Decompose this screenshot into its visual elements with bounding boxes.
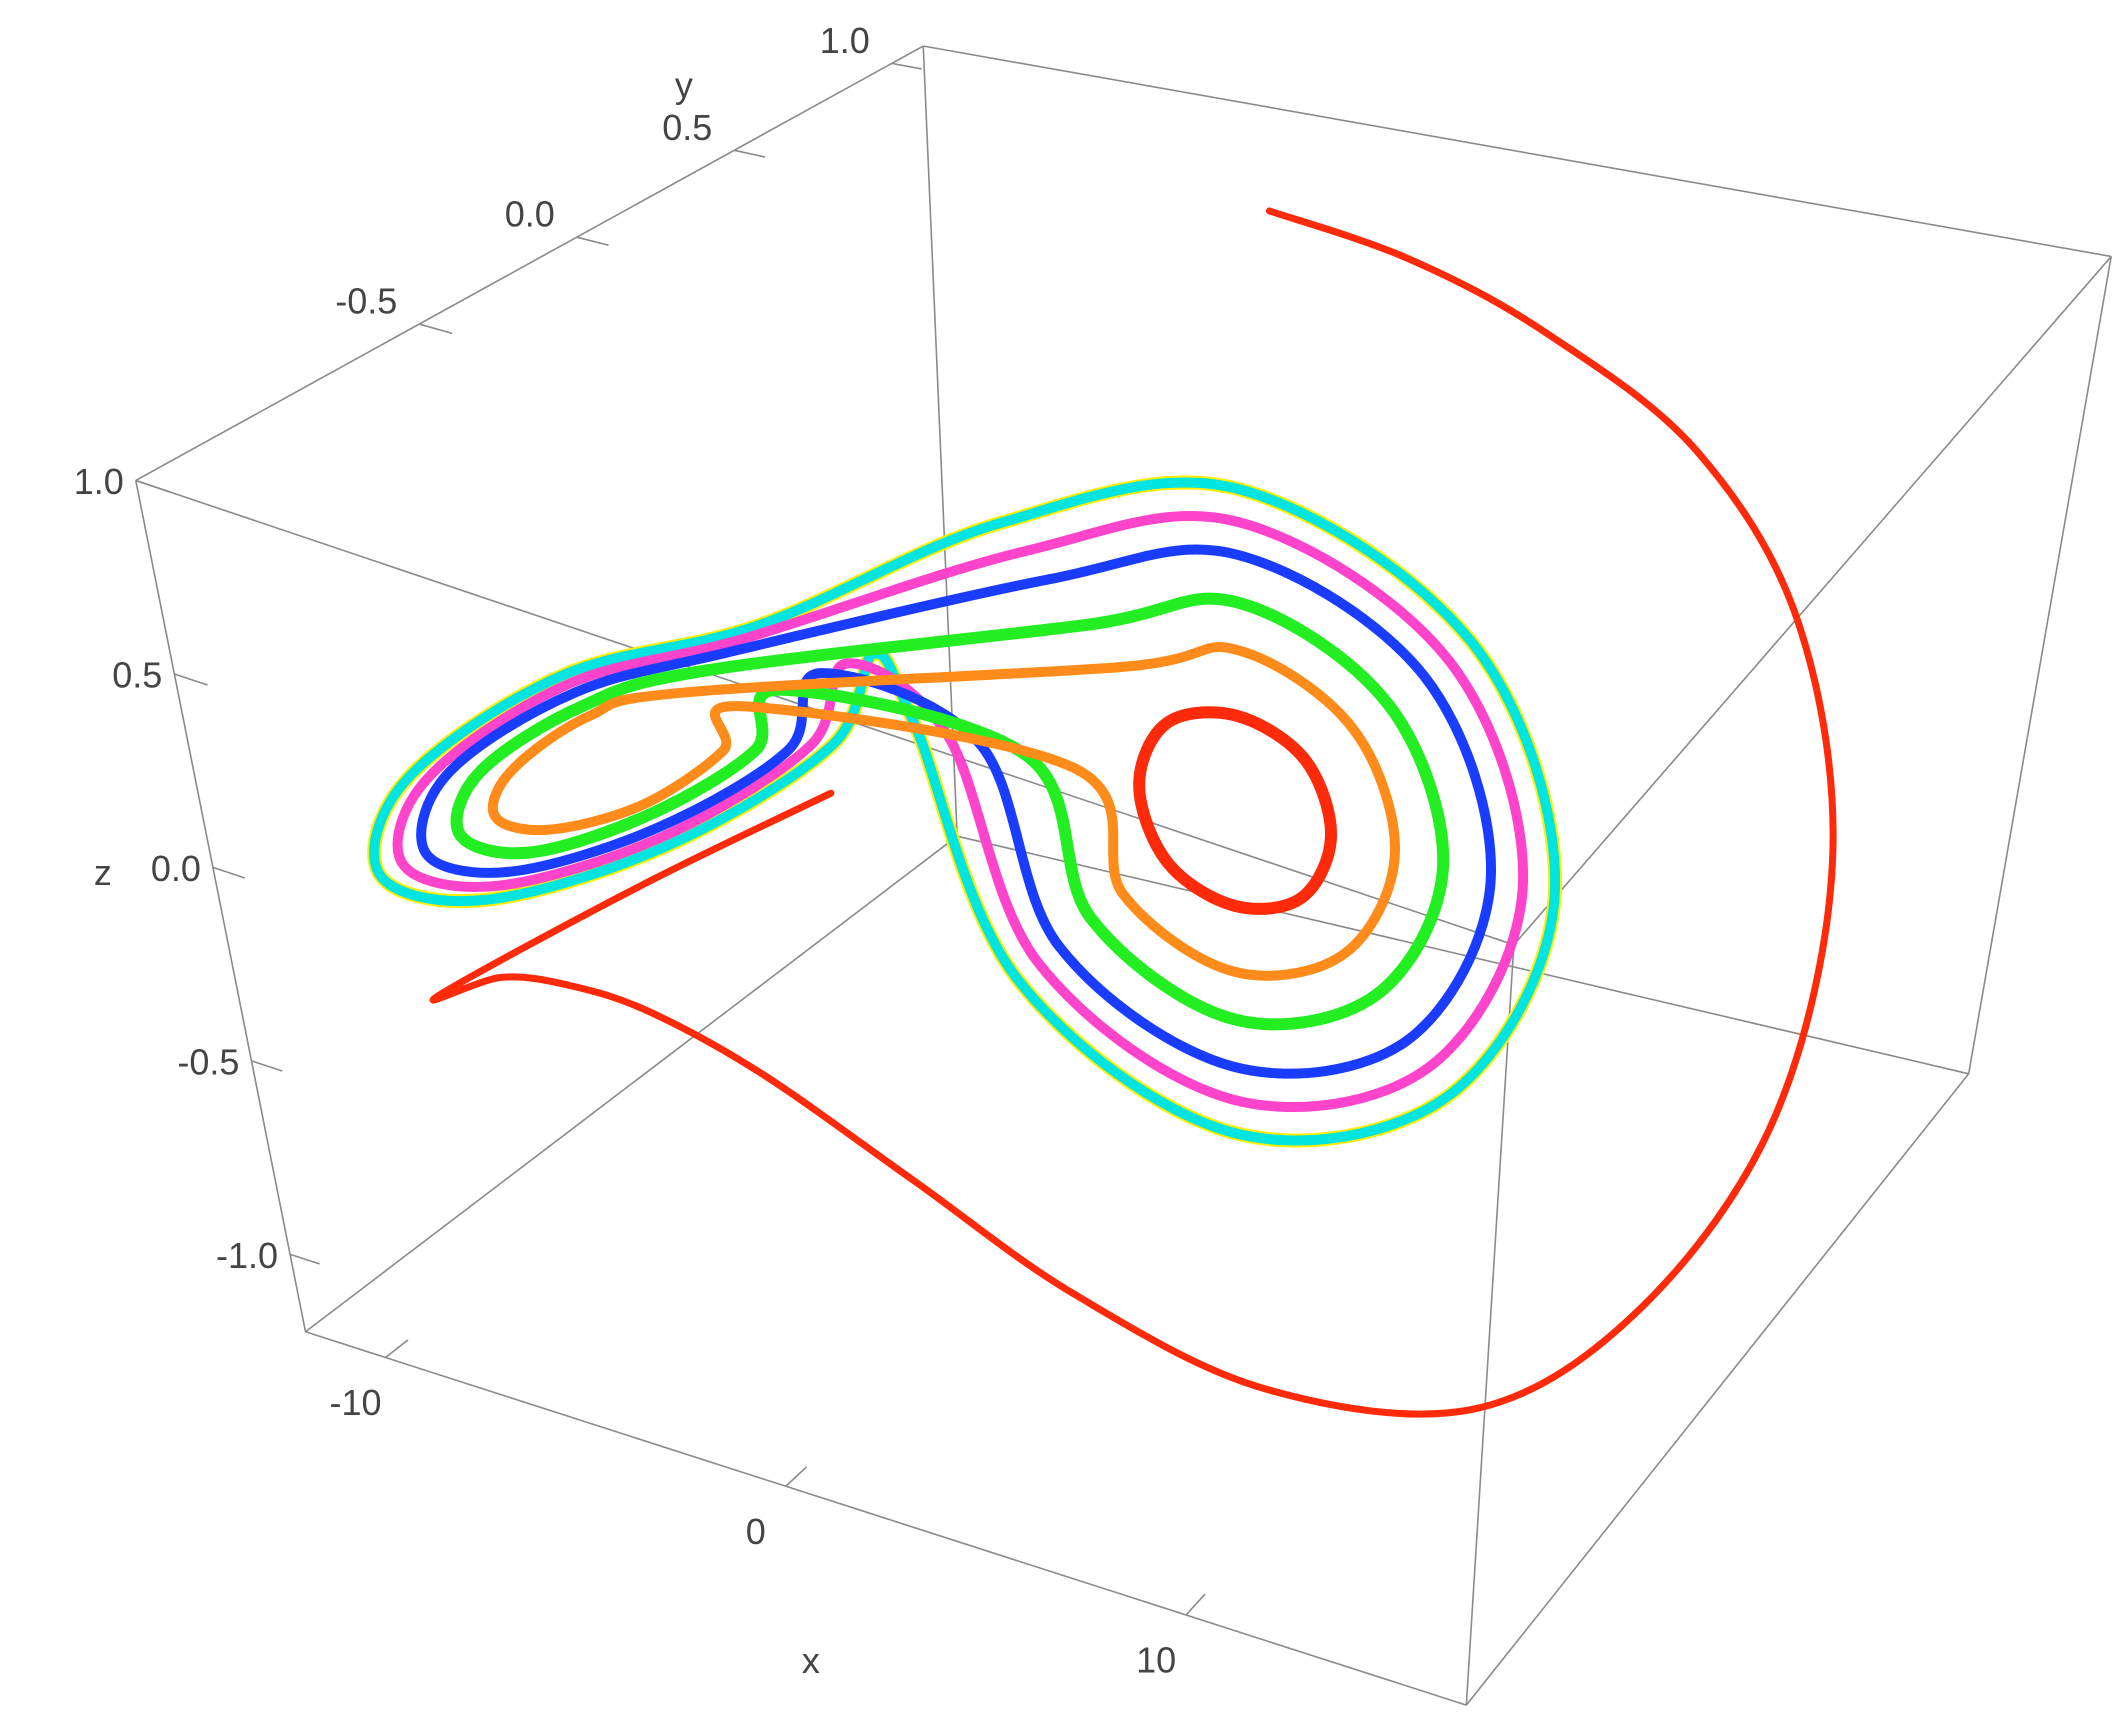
- z-tick: [212, 866, 246, 879]
- x-tick-label: 0: [746, 1511, 766, 1552]
- box-edge: [304, 835, 958, 1333]
- z-tick: [251, 1060, 283, 1072]
- y-tick: [891, 62, 922, 70]
- box-edge: [1465, 1073, 1970, 1706]
- y-axis-label: y: [675, 64, 693, 105]
- y-tick: [576, 236, 609, 247]
- z-axis-label: z: [94, 852, 112, 893]
- z-tick: [174, 673, 208, 686]
- y-tick-label: -0.5: [335, 281, 397, 322]
- box-edge: [922, 45, 958, 837]
- box-edge: [305, 1330, 1467, 1706]
- x-tick: [385, 1339, 409, 1359]
- x-tick: [785, 1466, 808, 1487]
- labels: -10 0 10 -0.5 0.0 0.5 1.0 -1.0 -0.5 0.0 0.5 1.0 x y z: [74, 20, 1176, 1681]
- z-tick-label: 0.0: [151, 848, 201, 889]
- z-tick-label: 1.0: [74, 461, 124, 502]
- x-axis-label: x: [802, 1640, 820, 1681]
- y-tick: [734, 149, 766, 158]
- trajectory: [429, 207, 1837, 1418]
- z-tick: [289, 1253, 320, 1265]
- trajectory: [487, 642, 1400, 981]
- trajectory: [392, 511, 1529, 1112]
- box-edge: [1513, 255, 2112, 946]
- y-tick-label: 0.0: [505, 194, 555, 235]
- z-tick-label: 0.5: [112, 654, 162, 695]
- trajectory: [369, 477, 1561, 1146]
- trajectory: [1133, 706, 1338, 915]
- trajectories: [367, 207, 1837, 1418]
- box-edge: [923, 45, 2112, 258]
- x-tick-label: -10: [330, 1382, 382, 1423]
- box-edge: [134, 480, 307, 1332]
- box-edge: [1465, 944, 1515, 1706]
- trajectory: [416, 544, 1496, 1079]
- box-edge: [1967, 256, 2113, 1074]
- trajectory: [367, 475, 1563, 1148]
- y-tick: [419, 323, 453, 335]
- box: [134, 45, 2113, 1706]
- ticks: [135, 62, 1206, 1616]
- box-edge: [135, 45, 924, 482]
- z-tick-label: -0.5: [177, 1041, 239, 1082]
- y-tick-label: 0.5: [662, 107, 712, 148]
- x-tick: [1185, 1593, 1206, 1616]
- z-tick-label: -1.0: [216, 1235, 278, 1276]
- trajectory: [450, 592, 1450, 1031]
- x-tick-label: 10: [1136, 1640, 1176, 1681]
- z-tick: [135, 479, 171, 493]
- y-tick-label: 1.0: [820, 20, 870, 61]
